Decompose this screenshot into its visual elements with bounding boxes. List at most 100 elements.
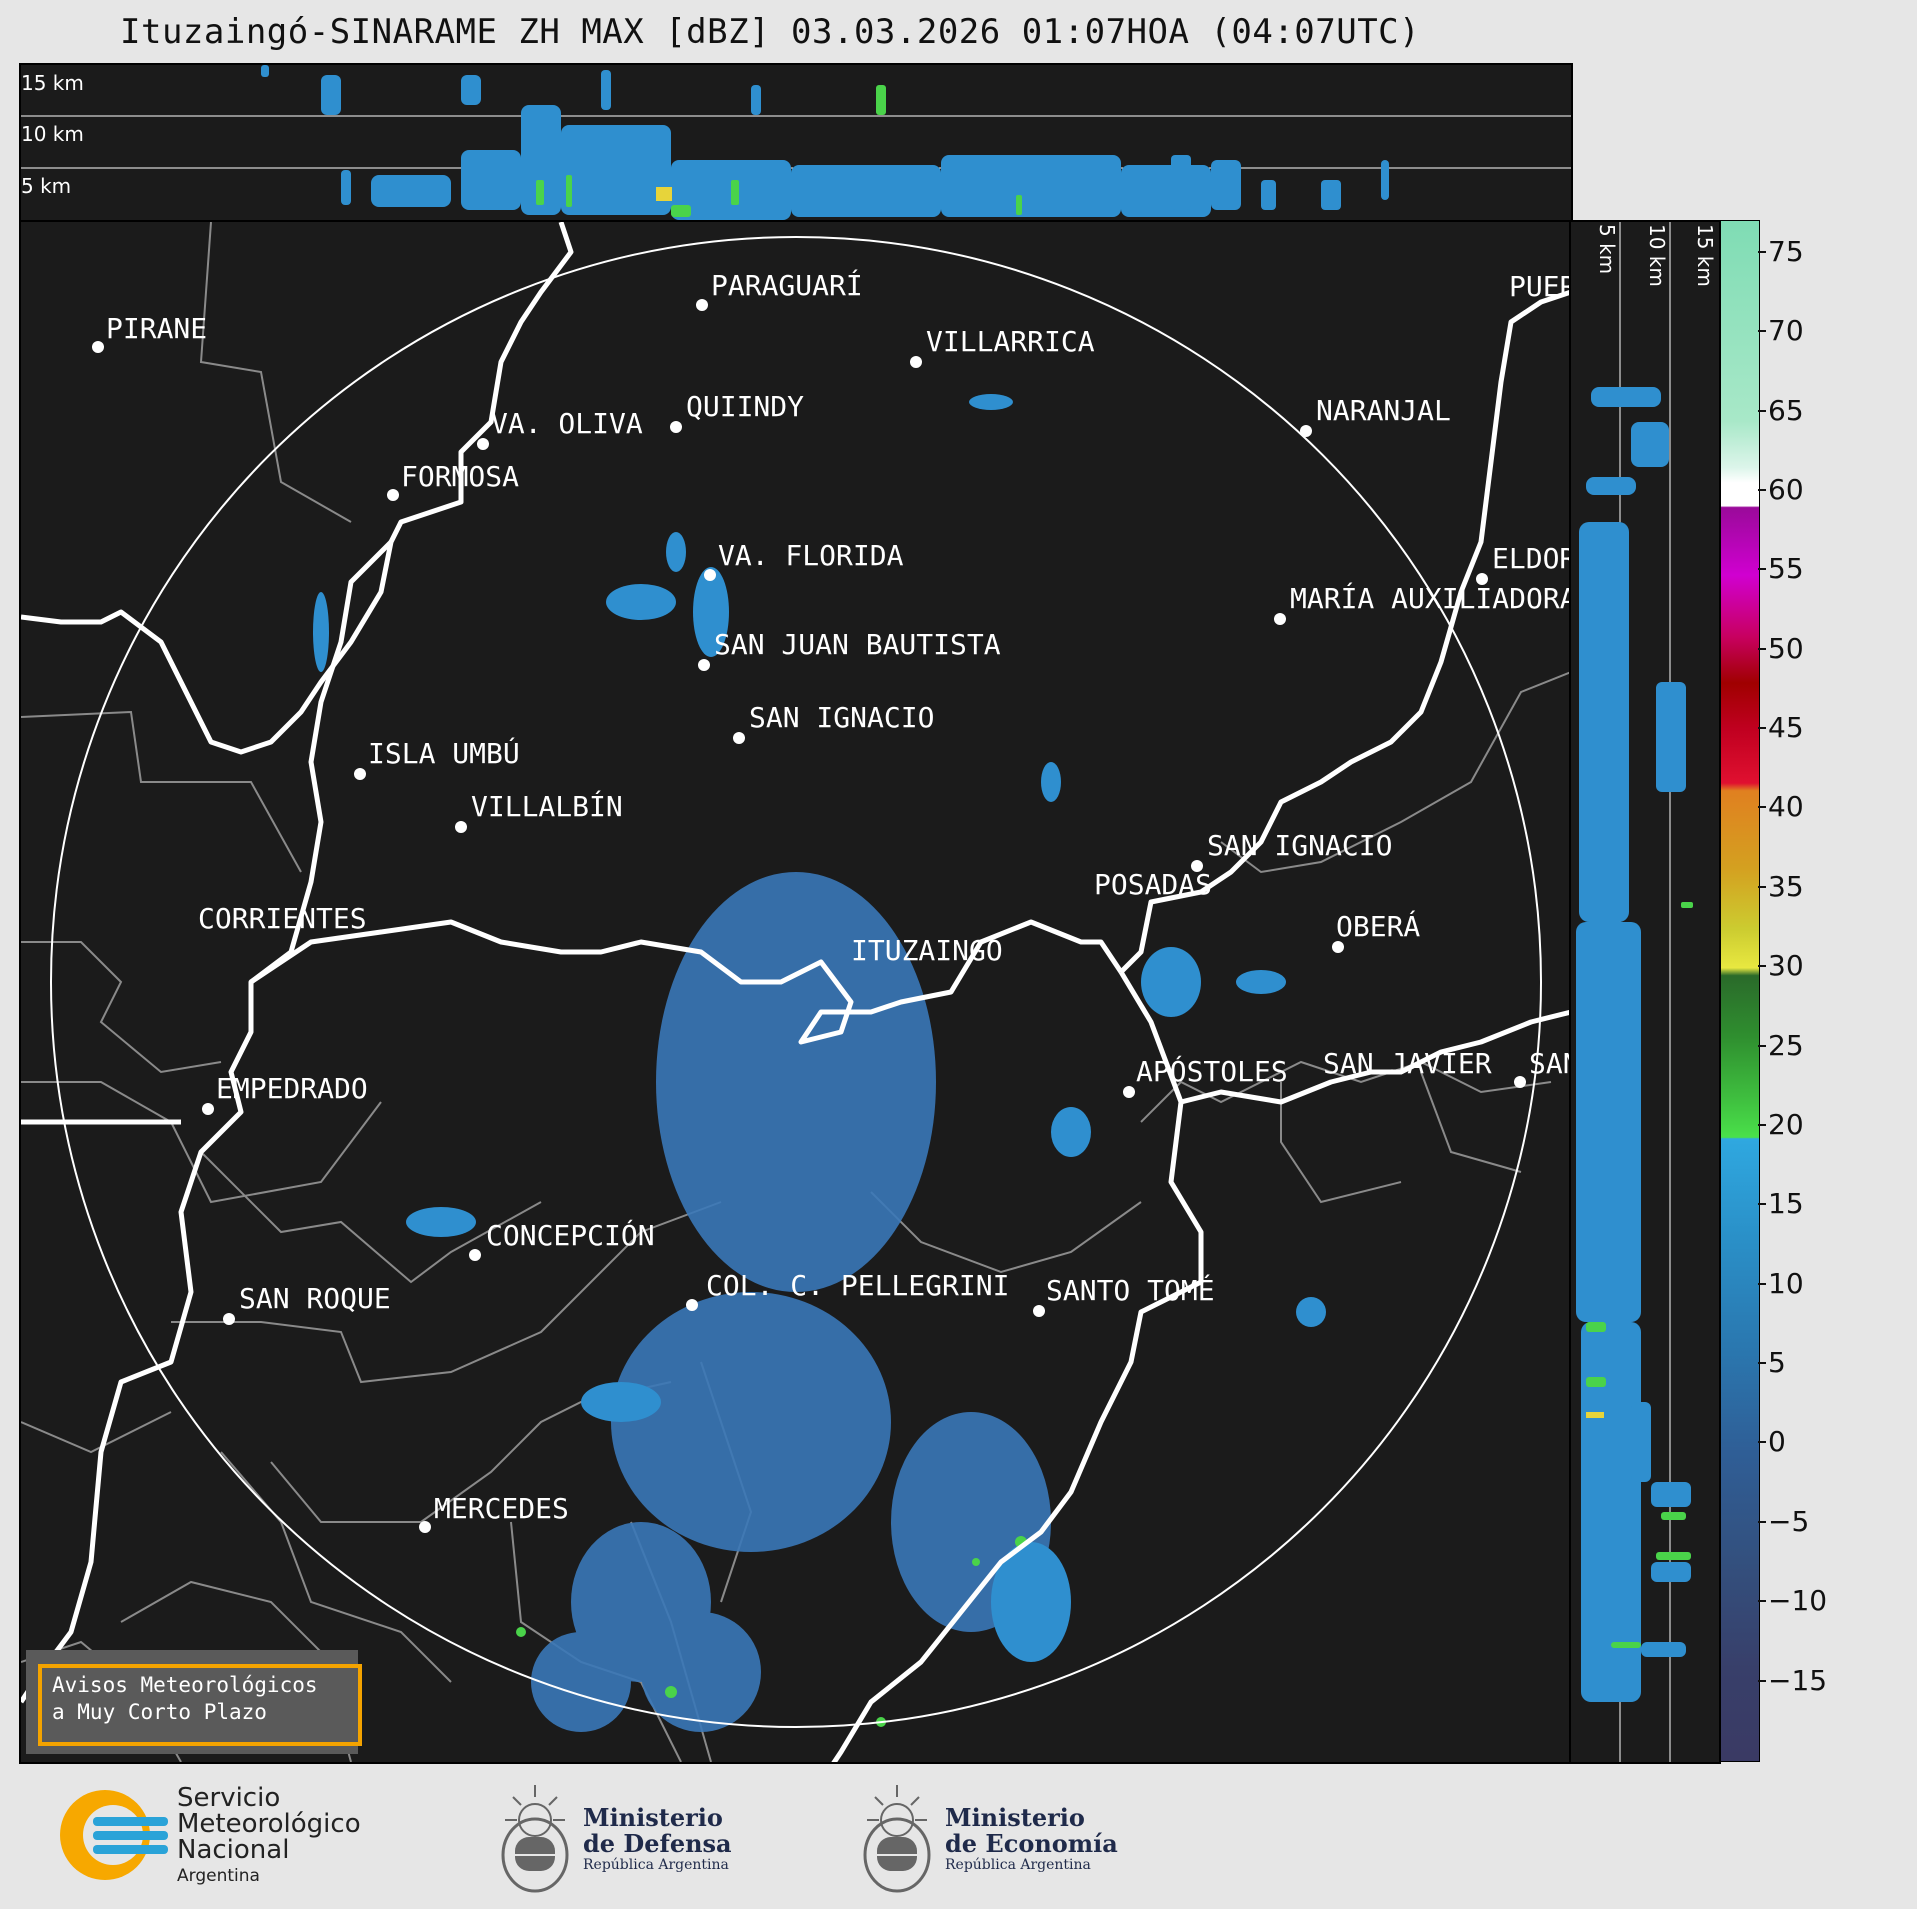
colorbar-tick-label: −15 (1768, 1663, 1828, 1697)
avisos-line1: Avisos Meteorológicos (52, 1673, 318, 1697)
city-label-puerto-cut: PUERTO (1509, 270, 1571, 303)
coat-of-arms-icon (501, 1785, 569, 1893)
smn-logo: Servicio Meteorológico Nacional Argentin… (55, 1783, 395, 1886)
city-label-va-oliva: VA. OLIVA (491, 407, 643, 440)
defensa-line3: República Argentina (583, 1857, 729, 1873)
colorbar-tick-label: 55 (1768, 552, 1804, 586)
colorbar-tick-label: 50 (1768, 631, 1804, 665)
city-label-san-javier: SAN JAVIER (1323, 1047, 1492, 1080)
colorbar-tick-mark (1758, 647, 1766, 650)
colorbar-tick-label: 40 (1768, 790, 1804, 824)
colorbar-tick-label: 60 (1768, 472, 1804, 506)
right-height-label-5: 5 km (1595, 224, 1619, 275)
colorbar-tick-mark (1758, 330, 1766, 333)
country-borders (21, 222, 1571, 1762)
colorbar-tick-label: 15 (1768, 1187, 1804, 1221)
economia-line1: Ministerio (945, 1803, 1085, 1832)
colorbar-tick-mark (1758, 1441, 1766, 1444)
radar-echoes-fine (313, 394, 1326, 1662)
avisos-badge[interactable]: Avisos Meteorológicos a Muy Corto Plazo (26, 1650, 362, 1754)
smn-line2: Meteorológico (177, 1809, 361, 1839)
colorbar-tick-mark (1758, 1044, 1766, 1047)
top-section-strong-echoes (536, 85, 1022, 217)
colorbar-tick-label: 20 (1768, 1107, 1804, 1141)
city-label-maria-auxiliadora: MARÍA AUXILIADORA (1290, 582, 1571, 615)
city-label-ituzaingo: ITUZAINGÓ (851, 934, 1003, 967)
smn-line3: Nacional (177, 1835, 290, 1865)
city-label-san-ignacio-py: SAN IGNACIO (749, 701, 935, 734)
top-height-label-15: 15 km (21, 71, 84, 95)
top-section-echoes (261, 65, 1389, 220)
economia-logo: Ministerio de Economía República Argenti… (857, 1775, 1147, 1895)
map-svg (21, 222, 1571, 1762)
colorbar-tick-mark (1758, 806, 1766, 809)
right-height-label-15: 15 km (1693, 224, 1717, 287)
city-label-mercedes: MERCEDES (434, 1492, 569, 1525)
city-label-obera: OBERÁ (1336, 910, 1421, 943)
city-label-villarrica: VILLARRICA (926, 325, 1095, 358)
city-label-apostoles: APÓSTOLES (1136, 1055, 1288, 1088)
colorbar-tick-mark (1758, 1203, 1766, 1206)
colorbar-tick-label: 10 (1768, 1266, 1804, 1300)
colorbar-tick-mark (1758, 1520, 1766, 1523)
chart-title: Ituzaingó-SINARAME ZH MAX [dBZ] 03.03.20… (120, 12, 1421, 52)
colorbar-tick-mark (1758, 1679, 1766, 1682)
city-markers (92, 299, 1526, 1533)
coat-of-arms-icon (863, 1785, 931, 1893)
dbz-colorbar (1720, 220, 1760, 1762)
colorbar-tick-label: 65 (1768, 393, 1804, 427)
smn-line1: Servicio (177, 1783, 281, 1813)
colorbar-tick-label: 25 (1768, 1028, 1804, 1062)
colorbar-tick-mark (1758, 1123, 1766, 1126)
city-label-paraguari: PARAGUARÍ (711, 269, 863, 302)
city-label-san-cut: SAN (1529, 1047, 1571, 1080)
radar-map: PARAGUARÍ PIRANE VILLARRICA QUIINDY VA. … (19, 220, 1573, 1764)
city-label-santo-tome: SANTO TOMÉ (1046, 1274, 1215, 1307)
economia-line3: República Argentina (945, 1857, 1091, 1873)
right-section-echoes (1576, 387, 1691, 1702)
colorbar-tick-mark (1758, 1282, 1766, 1285)
city-label-empedrado: EMPEDRADO (216, 1072, 368, 1105)
smn-line4: Argentina (177, 1866, 260, 1886)
city-label-villalbin: VILLALBÍN (471, 790, 623, 823)
right-section-strong (1586, 902, 1693, 1648)
colorbar-tick-mark (1758, 1362, 1766, 1365)
colorbar-tick-mark (1758, 250, 1766, 253)
colorbar-tick-label: −5 (1768, 1504, 1810, 1538)
colorbar-tick-label: 45 (1768, 711, 1804, 745)
city-label-posadas: POSADAS (1094, 868, 1213, 901)
top-height-label-5: 5 km (21, 174, 72, 198)
city-label-san-roque: SAN ROQUE (239, 1282, 391, 1315)
city-label-formosa: FORMOSA (401, 460, 520, 493)
city-label-naranjal: NARANJAL (1316, 394, 1451, 427)
top-cross-section: 15 km 10 km 5 km (19, 63, 1573, 222)
colorbar-tick-label: 5 (1768, 1346, 1786, 1380)
city-label-pirane: PIRANE (106, 312, 208, 345)
city-label-eldorado: ELDORADO (1492, 542, 1571, 575)
city-label-col-c-pellegrini: COL. C. PELLEGRINI (706, 1269, 1010, 1302)
city-label-corrientes: CORRIENTES (198, 902, 367, 935)
colorbar-tick-label: 35 (1768, 869, 1804, 903)
colorbar-tick-mark (1758, 1600, 1766, 1603)
city-label-va-florida: VA. FLORIDA (718, 539, 904, 572)
top-height-label-10: 10 km (21, 122, 84, 146)
right-cross-section: 5 km 10 km 15 km (1569, 220, 1721, 1764)
city-label-san-juan-bautista: SAN JUAN BAUTISTA (714, 628, 1001, 661)
colorbar-tick-mark (1758, 727, 1766, 730)
colorbar-tick-mark (1758, 885, 1766, 888)
colorbar-tick-label: 70 (1768, 314, 1804, 348)
city-label-san-ignacio-ar: SAN IGNACIO (1207, 829, 1393, 862)
defensa-line1: Ministerio (583, 1803, 723, 1832)
colorbar-tick-label: 75 (1768, 234, 1804, 268)
colorbar-tick-label: −10 (1768, 1584, 1828, 1618)
right-height-label-10: 10 km (1645, 224, 1669, 287)
colorbar-tick-mark (1758, 965, 1766, 968)
city-label-quiindy: QUIINDY (686, 390, 805, 423)
defensa-logo: Ministerio de Defensa República Argentin… (495, 1775, 755, 1895)
city-label-isla-umbu: ISLA UMBÚ (368, 737, 520, 770)
colorbar-tick-mark (1758, 568, 1766, 571)
defensa-line2: de Defensa (583, 1829, 732, 1858)
colorbar-tick-label: 30 (1768, 949, 1804, 983)
smn-logo-icon (60, 1790, 168, 1880)
colorbar-tick-mark (1758, 409, 1766, 412)
